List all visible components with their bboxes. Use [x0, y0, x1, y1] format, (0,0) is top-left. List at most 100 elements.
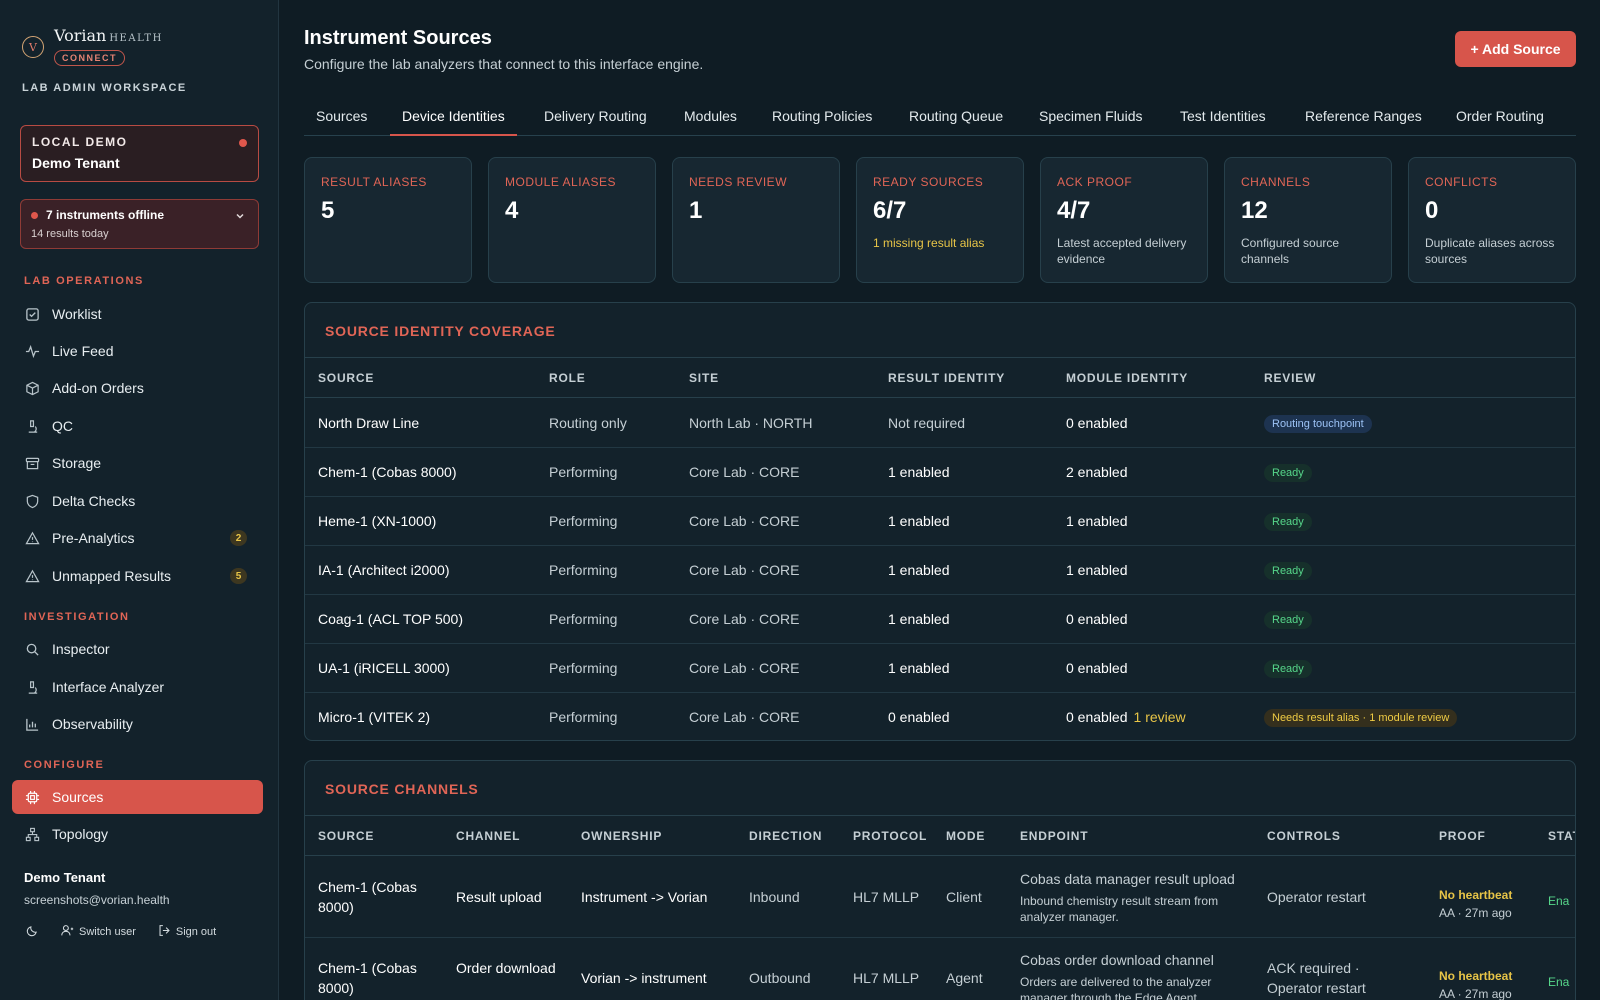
tab-specimen-fluids[interactable]: Specimen Fluids [1039, 108, 1143, 124]
sidebar-item-label: Add-on Orders [52, 380, 144, 396]
sidebar-item-addon-orders[interactable]: Add-on Orders [12, 371, 263, 405]
sidebar-item-pre-analytics[interactable]: Pre-Analytics 2 [12, 521, 263, 555]
brand[interactable]: V Vorian HEALTH CONNECT [22, 26, 163, 66]
stat-card-channels: CHANNELS 12 Configured source channels [1224, 157, 1392, 283]
column-header: MODULE IDENTITY [1066, 371, 1188, 385]
cell-source: UA-1 (iRICELL 3000) [318, 660, 450, 676]
table-row[interactable]: Heme-1 (XN-1000) Performing Core Lab · COR… [305, 497, 1575, 546]
switch-user-button[interactable]: Switch user [61, 924, 136, 940]
sidebar-item-inspector[interactable]: Inspector [12, 632, 263, 666]
sign-out-button[interactable]: Sign out [158, 924, 216, 940]
module-count: 0 enabled [1066, 709, 1128, 725]
tab-routing-policies[interactable]: Routing Policies [772, 108, 873, 124]
tab-sources[interactable]: Sources [316, 108, 368, 124]
cell-role: Performing [549, 513, 618, 529]
stat-value: 4/7 [1057, 197, 1091, 224]
column-header: SOURCE [318, 371, 375, 385]
sidebar-item-label: Unmapped Results [52, 568, 172, 584]
panel-title: SOURCE IDENTITY COVERAGE [325, 323, 556, 339]
cell-site: Core Lab · CORE [689, 464, 800, 480]
sidebar-item-observability[interactable]: Observability [12, 707, 263, 741]
cell-site: North Lab · NORTH [689, 415, 813, 431]
module-review-link[interactable]: 1 review [1133, 709, 1186, 725]
sidebar-item-label: QC [52, 418, 73, 434]
switch-user-label: Switch user [79, 926, 136, 938]
offline-sub: 14 results today [31, 228, 109, 240]
review-status-badge: Ready [1264, 513, 1312, 531]
brand-connect-badge: CONNECT [54, 50, 125, 66]
stat-label: CHANNELS [1241, 175, 1311, 189]
panel-title: SOURCE CHANNELS [325, 781, 479, 797]
tenant-status-dot [239, 139, 247, 147]
sidebar-item-label: Worklist [52, 306, 102, 322]
tenant-switcher[interactable]: LOCAL DEMO Demo Tenant [20, 125, 259, 182]
tab-delivery-routing[interactable]: Delivery Routing [544, 108, 647, 124]
column-header: PROTOCOL [853, 829, 928, 843]
column-header: RESULT IDENTITY [888, 371, 1006, 385]
tab-bar: Sources Device Identities Delivery Routi… [304, 100, 1576, 136]
activity-icon [24, 343, 40, 359]
tenant-env-label: LOCAL DEMO [32, 135, 128, 149]
cell-result-identity: 1 enabled [888, 611, 950, 627]
review-status-badge: Routing touchpoint [1264, 415, 1372, 433]
cell-module-identity: 1 enabled [1066, 562, 1128, 578]
cell-source: Chem-1 (Cobas 8000) [318, 960, 417, 996]
tab-test-identities[interactable]: Test Identities [1180, 108, 1266, 124]
review-status-badge: Ready [1264, 660, 1312, 678]
sidebar-item-delta-checks[interactable]: Delta Checks [12, 484, 263, 518]
cell-role: Performing [549, 709, 618, 725]
cell-channel: Order download [456, 960, 556, 976]
tab-routing-queue[interactable]: Routing Queue [909, 108, 1004, 124]
chevron-down-icon[interactable] [234, 210, 246, 225]
sidebar-item-topology[interactable]: Topology [12, 817, 263, 851]
tab-modules[interactable]: Modules [684, 108, 737, 124]
table-row[interactable]: North Draw Line Routing only North Lab · N… [305, 399, 1575, 448]
stat-note: Configured source channels [1241, 236, 1340, 266]
user-actions: Switch user Sign out [26, 924, 216, 940]
cell-status: Ena [1548, 894, 1570, 908]
cell-module-identity: 0 enabled [1066, 415, 1128, 431]
sidebar-item-sources[interactable]: Sources [12, 780, 263, 814]
microscope-icon [24, 418, 40, 434]
table-row[interactable]: IA-1 (Architect i2000) Performing Core Lab… [305, 546, 1575, 595]
review-status-badge: Ready [1264, 464, 1312, 482]
table-row[interactable]: Micro-1 (VITEK 2) Performing Core Lab · CO… [305, 693, 1575, 740]
table-row[interactable]: Chem-1 (Cobas 8000) Order download Vorian … [305, 938, 1575, 1000]
stat-card-needs-review: NEEDS REVIEW 1 [672, 157, 840, 283]
sidebar-item-label: Pre-Analytics [52, 530, 135, 546]
archive-icon [24, 455, 40, 471]
user-name: Demo Tenant [24, 870, 106, 885]
cell-status: Ena [1548, 975, 1570, 989]
sidebar-item-worklist[interactable]: Worklist [12, 297, 263, 331]
sidebar-item-live-feed[interactable]: Live Feed [12, 334, 263, 368]
tab-order-routing[interactable]: Order Routing [1456, 108, 1544, 124]
add-source-button[interactable]: + Add Source [1455, 31, 1576, 67]
tab-reference-ranges[interactable]: Reference Ranges [1305, 108, 1422, 124]
cell-source: Chem-1 (Cobas 8000) [318, 879, 417, 915]
cell-source: Heme-1 (XN-1000) [318, 513, 437, 529]
brand-name: Vorian [54, 26, 107, 45]
endpoint-description: Inbound chemistry result stream from ana… [1020, 894, 1219, 924]
table-row[interactable]: Chem-1 (Cobas 8000) Result upload Instrume… [305, 857, 1575, 938]
stat-label: MODULE ALIASES [505, 175, 617, 189]
cell-result-identity: 1 enabled [888, 660, 950, 676]
sidebar-item-unmapped-results[interactable]: Unmapped Results 5 [12, 559, 263, 593]
cell-role: Performing [549, 611, 618, 627]
stat-value: 6/7 [873, 197, 907, 224]
cell-protocol: HL7 MLLP [853, 970, 920, 986]
offline-alert[interactable]: 7 instruments offline 14 results today [20, 199, 259, 249]
tab-device-identities[interactable]: Device Identities [390, 100, 517, 136]
theme-toggle-button[interactable] [26, 924, 39, 940]
sidebar-item-interface-analyzer[interactable]: Interface Analyzer [12, 670, 263, 704]
cell-site: Core Lab · CORE [689, 562, 800, 578]
cell-role: Routing only [549, 415, 627, 431]
sidebar-item-qc[interactable]: QC [12, 409, 263, 443]
table-row[interactable]: Coag-1 (ACL TOP 500) Performing Core Lab ·… [305, 595, 1575, 644]
column-header: PROOF [1439, 829, 1486, 843]
table-row[interactable]: Chem-1 (Cobas 8000) Performing Core Lab · … [305, 448, 1575, 497]
sidebar-item-storage[interactable]: Storage [12, 446, 263, 480]
table-header: SOURCE ROLE SITE RESULT IDENTITY MODULE … [305, 357, 1575, 398]
cell-direction: Outbound [749, 970, 811, 986]
stat-note: 1 missing result alias [873, 236, 985, 250]
table-row[interactable]: UA-1 (iRICELL 3000) Performing Core Lab · … [305, 644, 1575, 693]
